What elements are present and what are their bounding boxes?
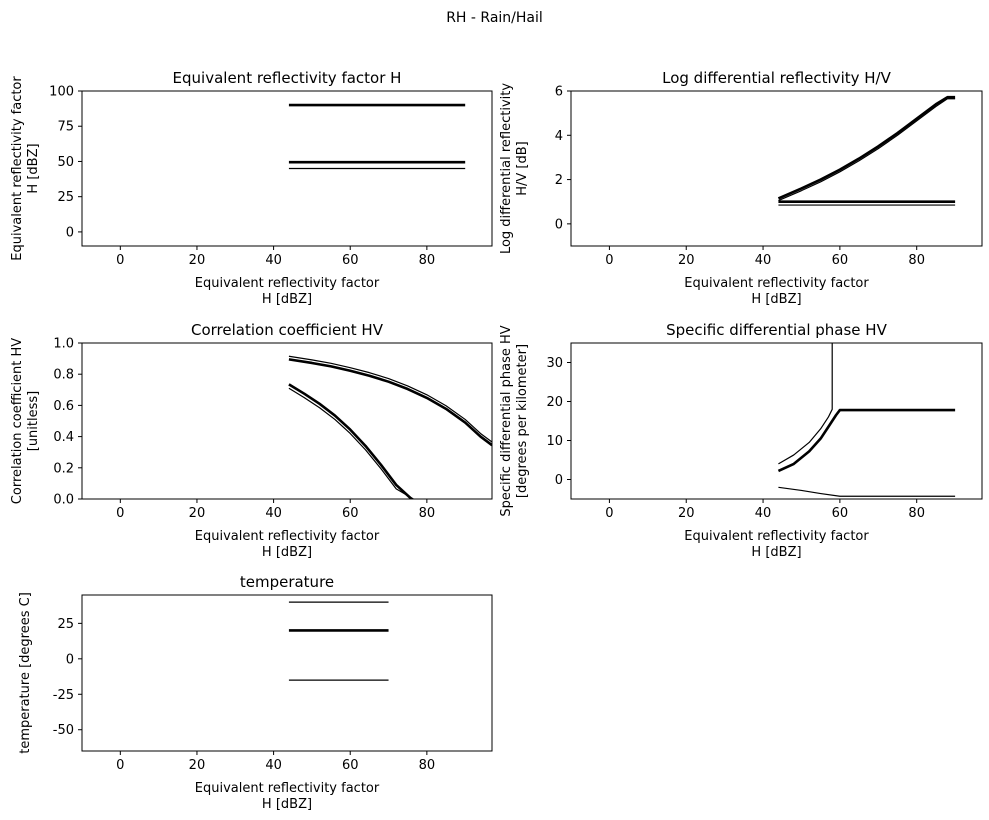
y-tick-label: 75 xyxy=(57,120,74,135)
y-tick-label: -25 xyxy=(53,688,74,703)
x-tick-label: 80 xyxy=(419,758,436,773)
x-axis-label: H [dBZ] xyxy=(262,545,312,560)
subplot-title: Specific differential phase HV xyxy=(666,321,887,339)
axes-frame xyxy=(81,594,493,752)
y-tick-label: 2 xyxy=(555,173,563,188)
subplot-title: Log differential reflectivity H/V xyxy=(662,69,892,87)
axes-frame xyxy=(570,90,983,247)
y-tick-label: 50 xyxy=(57,155,74,170)
x-tick-label: 80 xyxy=(908,506,925,521)
y-tick-label: 0 xyxy=(66,652,74,667)
series-line-1 xyxy=(777,95,956,200)
x-tick-label: 80 xyxy=(419,506,436,521)
x-axis-label: H [dBZ] xyxy=(751,545,801,560)
x-tick-label: 0 xyxy=(116,253,124,268)
y-axis-label: Log differential reflectivity xyxy=(499,83,514,254)
series-line-1 xyxy=(777,408,956,473)
x-axis-label: H [dBZ] xyxy=(262,797,312,812)
series-line-2 xyxy=(778,98,956,202)
y-tick-label: 0 xyxy=(555,217,563,232)
series-line-3 xyxy=(288,383,413,499)
y-tick-label: 100 xyxy=(49,85,74,100)
y-axis-label: temperature [degrees C] xyxy=(18,592,33,754)
x-tick-label: 20 xyxy=(189,758,206,773)
x-tick-label: 60 xyxy=(342,253,359,268)
x-tick-label: 40 xyxy=(265,506,282,521)
x-tick-label: 20 xyxy=(678,253,695,268)
y-axis-label: [degrees per kilometer] xyxy=(515,344,530,498)
y-tick-label: 0.4 xyxy=(53,430,74,445)
axes-frame xyxy=(81,342,493,500)
y-tick-label: 0.2 xyxy=(53,461,74,476)
subplot-p1: 0 20 40 60 80 0 25 50 75 100 Equivalent reflectivi… xyxy=(10,69,493,307)
x-tick-label: 20 xyxy=(189,253,206,268)
y-tick-label: 10 xyxy=(546,434,563,449)
y-tick-label: 1.0 xyxy=(53,337,74,352)
x-tick-label: 20 xyxy=(678,506,695,521)
series-line-4 xyxy=(288,387,414,499)
series-group xyxy=(288,601,389,681)
axes-frame xyxy=(81,90,493,247)
y-tick-label: 6 xyxy=(555,85,563,100)
x-axis-label: Equivalent reflectivity factor xyxy=(684,529,869,544)
subplot-p4: 0 20 40 60 80 0 10 20 30 Specific differential ph… xyxy=(499,321,983,560)
y-axis-label: Specific differential phase HV xyxy=(499,325,514,516)
series-line-2 xyxy=(778,343,833,465)
y-axis-label: Correlation coefficient HV xyxy=(10,338,25,504)
x-tick-label: 0 xyxy=(116,758,124,773)
series-group xyxy=(288,355,492,499)
x-tick-label: 40 xyxy=(755,253,772,268)
x-tick-label: 20 xyxy=(189,506,206,521)
y-tick-label: 0 xyxy=(555,473,563,488)
x-axis-label: Equivalent reflectivity factor xyxy=(195,781,380,796)
series-line-2 xyxy=(288,355,492,443)
x-axis-label: H [dBZ] xyxy=(262,292,312,307)
y-axis-label: [unitless] xyxy=(26,391,41,452)
x-axis-label: Equivalent reflectivity factor xyxy=(195,529,380,544)
axes-frame xyxy=(570,342,983,500)
y-tick-label: 0.6 xyxy=(53,399,74,414)
subplot-p5: 0 20 40 60 80 -50 -25 0 25 temperature Equivalent … xyxy=(18,573,493,812)
x-tick-label: 80 xyxy=(908,253,925,268)
y-tick-label: 25 xyxy=(57,190,74,205)
y-axis-label: Equivalent reflectivity factor xyxy=(10,76,25,261)
x-tick-label: 40 xyxy=(265,758,282,773)
x-tick-label: 0 xyxy=(605,253,613,268)
series-group xyxy=(288,103,466,170)
y-tick-label: 0 xyxy=(66,225,74,240)
series-line-3 xyxy=(778,486,956,497)
y-axis-label: H/V [dB] xyxy=(515,141,530,196)
x-tick-label: 40 xyxy=(755,506,772,521)
x-tick-label: 60 xyxy=(342,758,359,773)
y-tick-label: 0.8 xyxy=(53,368,74,383)
x-tick-label: 0 xyxy=(116,506,124,521)
y-tick-label: -50 xyxy=(53,723,74,738)
x-tick-label: 40 xyxy=(265,253,282,268)
series-line-1 xyxy=(288,358,492,447)
subplot-title: Equivalent reflectivity factor H xyxy=(173,69,402,87)
x-tick-label: 80 xyxy=(419,253,436,268)
subplot-p2: 0 20 40 60 80 0 2 4 6 Log differential reflectivi… xyxy=(499,69,983,307)
y-tick-label: 4 xyxy=(555,129,563,144)
x-tick-label: 0 xyxy=(605,506,613,521)
y-tick-label: 20 xyxy=(546,395,563,410)
x-axis-label: H [dBZ] xyxy=(751,292,801,307)
x-tick-label: 60 xyxy=(342,506,359,521)
y-axis-label: H [dBZ] xyxy=(26,143,41,193)
subplot-p3: 0 20 40 60 80 0.0 0.2 0.4 0.6 0.8 1.0 Correlation c… xyxy=(10,321,493,560)
y-tick-label: 0.0 xyxy=(53,493,74,508)
subplot-title: Correlation coefficient HV xyxy=(191,321,384,339)
x-axis-label: Equivalent reflectivity factor xyxy=(684,276,869,291)
series-group xyxy=(777,343,956,497)
y-tick-label: 25 xyxy=(57,617,74,632)
figure-title: RH - Rain/Hail xyxy=(446,10,543,26)
series-group xyxy=(777,95,956,206)
y-tick-label: 30 xyxy=(546,356,563,371)
x-tick-label: 60 xyxy=(832,253,849,268)
x-axis-label: Equivalent reflectivity factor xyxy=(195,276,380,291)
subplot-title: temperature xyxy=(240,573,334,591)
x-tick-label: 60 xyxy=(832,506,849,521)
